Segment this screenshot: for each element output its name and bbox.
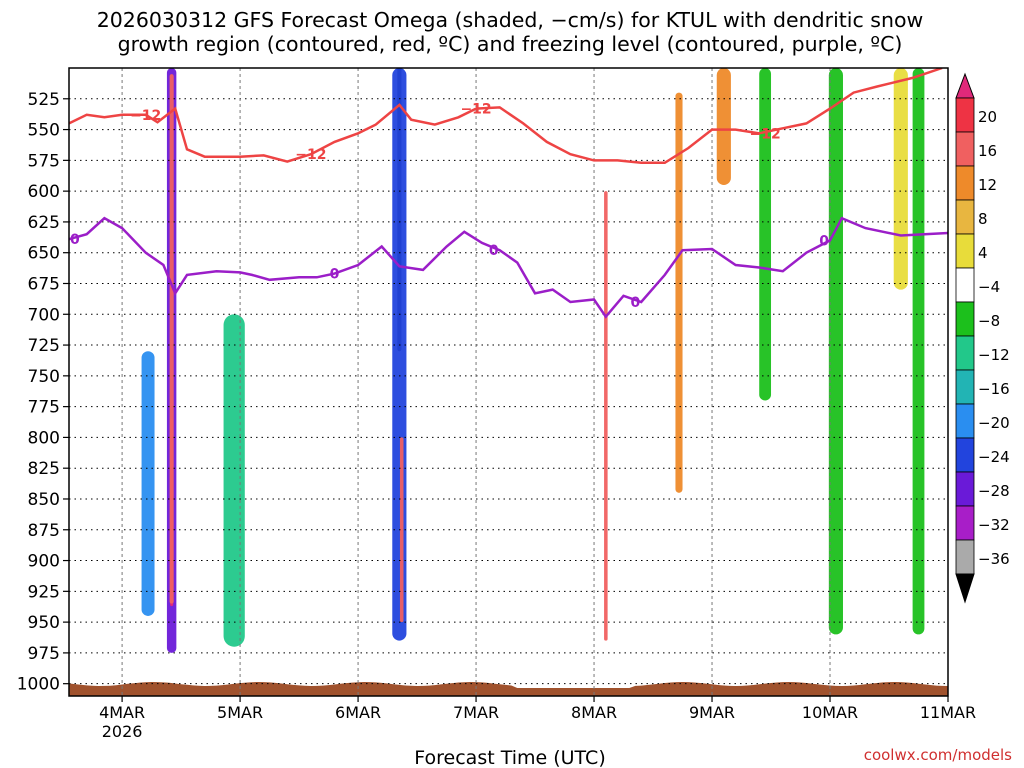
colorbar-swatch-8 — [955, 369, 975, 405]
credit-link[interactable]: coolwx.com/models — [864, 746, 1012, 764]
chart-title-line-1: 2026030312 GFS Forecast Omega (shaded, −… — [97, 8, 924, 32]
y-tick-label-750: 750 — [28, 367, 60, 387]
colorbar-swatch-9 — [955, 403, 975, 439]
colorbar-label-2: 12 — [978, 176, 997, 194]
x-tick-label-7MAR: 7MAR — [453, 703, 499, 722]
colorbar-label-0: 20 — [978, 108, 997, 126]
colorbar-swatch-0 — [955, 97, 975, 133]
colorbar-label-3: 8 — [978, 210, 988, 228]
omega-feature-5 — [392, 68, 407, 641]
y-tick-label-725: 725 — [28, 336, 60, 356]
omega-feature-8 — [675, 92, 683, 493]
x-tick-label-10MAR: 10MAR — [802, 703, 858, 722]
colorbar-label-9: −20 — [978, 414, 1010, 432]
freezing-contour-label-1: 0 — [330, 267, 340, 283]
omega-feature-2 — [141, 351, 155, 616]
y-tick-label-925: 925 — [28, 582, 60, 602]
colorbar-swatch-6 — [955, 301, 975, 337]
colorbar-swatch-10 — [955, 437, 975, 473]
freezing-contour-label-2: 0 — [489, 243, 499, 259]
x-tick-label-9MAR: 9MAR — [689, 703, 735, 722]
colorbar-swatch-13 — [955, 539, 975, 575]
dgz-contour-label-3: −12 — [750, 126, 781, 142]
y-tick-label-775: 775 — [28, 398, 60, 418]
omega-feature-1 — [169, 74, 174, 604]
omega-feature-7 — [604, 191, 608, 641]
freezing-contour-label-4: 0 — [819, 233, 829, 249]
surface-ground — [69, 682, 948, 696]
colorbar-label-7: −12 — [978, 346, 1010, 364]
colorbar-label-12: −32 — [978, 516, 1010, 534]
dgz-contour-label-2: −12 — [460, 102, 491, 118]
plot-frame — [68, 67, 949, 697]
y-tick-label-875: 875 — [28, 521, 60, 541]
omega-feature-11 — [828, 68, 843, 635]
omega-feature-3 — [223, 314, 245, 647]
y-tick-label-825: 825 — [28, 459, 60, 479]
y-tick-label-1000: 1000 — [17, 675, 60, 695]
colorbar-swatch-4 — [955, 233, 975, 269]
colorbar-label-13: −36 — [978, 550, 1010, 568]
y-tick-label-700: 700 — [28, 305, 60, 325]
y-tick-label-550: 550 — [28, 121, 60, 141]
y-tick-label-525: 525 — [28, 90, 60, 110]
colorbar-bottom-arrow — [955, 573, 975, 604]
dgz-contour-label-0: −12 — [130, 108, 161, 124]
colorbar-swatch-2 — [955, 165, 975, 201]
colorbar-swatch-5 — [955, 267, 975, 303]
freezing-contour-label-0: 0 — [70, 232, 80, 248]
x-tick-label-4MAR: 4MAR — [99, 703, 145, 722]
omega-feature-9 — [716, 68, 731, 185]
freezing-contour-label-3: 0 — [630, 295, 640, 311]
chart-title-line-2: growth region (contoured, red, ºC) and f… — [118, 32, 903, 56]
x-tick-label-11MAR: 11MAR — [920, 703, 976, 722]
colorbar: 20 16 12 8 4 −4 −8 −12 −16 −20 −24 −28 −32 −36 — [955, 72, 1010, 604]
colorbar-swatch-7 — [955, 335, 975, 371]
colorbar-swatch-12 — [955, 505, 975, 541]
y-tick-label-850: 850 — [28, 490, 60, 510]
colorbar-label-8: −16 — [978, 380, 1010, 398]
y-tick-label-575: 575 — [28, 151, 60, 171]
colorbar-swatch-1 — [955, 131, 975, 167]
omega-feature-6 — [399, 437, 404, 623]
colorbar-label-5: −4 — [978, 278, 1000, 296]
colorbar-label-10: −24 — [978, 448, 1010, 466]
colorbar-label-4: 4 — [978, 244, 988, 262]
omega-feature-13 — [893, 68, 908, 290]
freezing-contour-line — [69, 216, 948, 319]
y-tick-label-650: 650 — [28, 244, 60, 264]
colorbar-swatch-11 — [955, 471, 975, 507]
y-tick-label-625: 625 — [28, 213, 60, 233]
colorbar-label-6: −8 — [978, 312, 1000, 330]
dgz-contour-label-1: −12 — [295, 147, 326, 163]
y-tick-label-950: 950 — [28, 613, 60, 633]
y-tick-label-975: 975 — [28, 644, 60, 664]
x-axis-label: Forecast Time (UTC) — [414, 747, 605, 768]
colorbar-swatch-3 — [955, 199, 975, 235]
plot-area: −12 −12 −12 −12 0 0 0 0 0 — [69, 68, 949, 696]
x-tick-label-8MAR: 8MAR — [571, 703, 617, 722]
y-tick-label-800: 800 — [28, 428, 60, 448]
x-tick-label-6MAR: 6MAR — [335, 703, 381, 722]
x-year-label: 2026 — [102, 722, 143, 741]
colorbar-label-11: −28 — [978, 482, 1010, 500]
colorbar-top-arrow — [955, 72, 975, 99]
omega-feature-12 — [912, 68, 925, 635]
colorbar-label-1: 16 — [978, 142, 997, 160]
axes: 525 550 575 600 625 650 675 700 725 750 775 800 825 8… — [17, 67, 976, 741]
dgz-contour-line — [69, 68, 943, 165]
x-tick-label-5MAR: 5MAR — [217, 703, 263, 722]
omega-feature-10 — [759, 68, 772, 401]
y-tick-label-900: 900 — [28, 552, 60, 572]
y-tick-label-675: 675 — [28, 274, 60, 294]
plot-background — [69, 68, 948, 696]
y-tick-label-600: 600 — [28, 182, 60, 202]
